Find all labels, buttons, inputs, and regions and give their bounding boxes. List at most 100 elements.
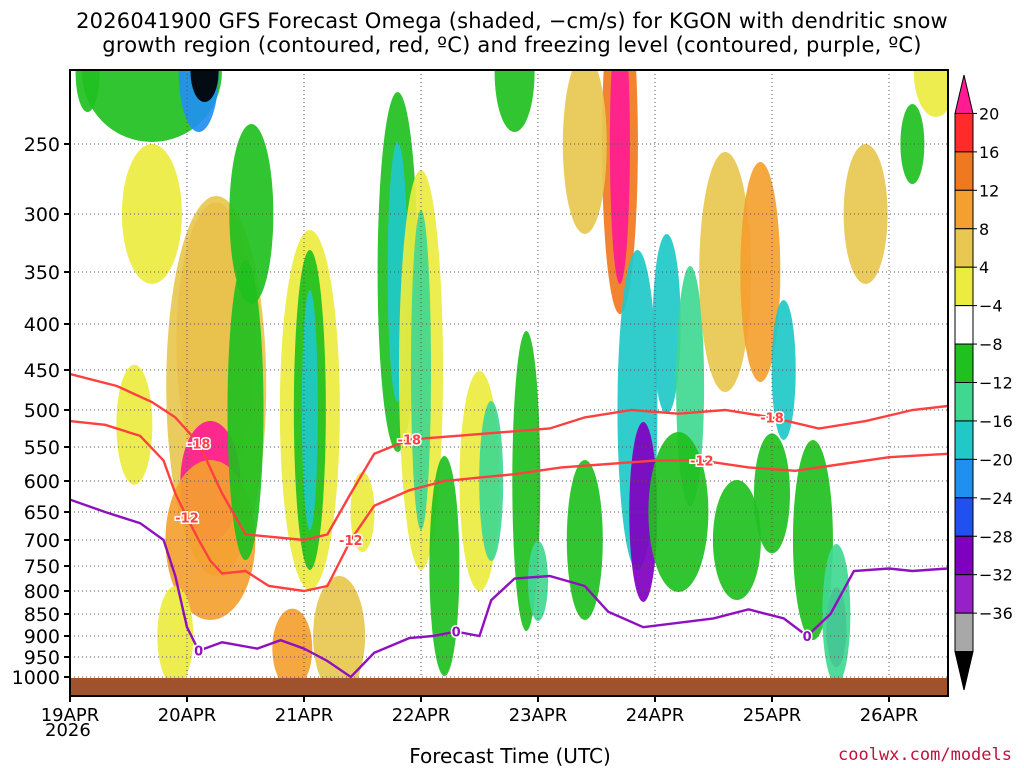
omega-blob (913, 70, 948, 117)
omega-blob (754, 433, 790, 554)
colorbar-label: −28 (979, 527, 1013, 546)
contour-label: 0 (194, 645, 203, 660)
y-tick-label: 250 (24, 134, 60, 156)
chart-title-line2: growth region (contoured, red, ºC) and f… (102, 33, 922, 57)
colorbar-swatch (954, 458, 974, 499)
colorbar-label: −36 (979, 604, 1013, 623)
omega-blob (229, 124, 274, 304)
year-label: 2026 (45, 720, 91, 741)
colorbar-label: 8 (979, 220, 989, 239)
y-tick-label: 900 (24, 626, 60, 648)
colorbar-swatch (954, 151, 974, 191)
omega-blob (822, 544, 851, 684)
colorbar-swatch (954, 305, 974, 345)
omega-blob (227, 260, 264, 560)
y-axis: 2503003504004505005506006507007508008509… (12, 134, 70, 689)
colorbar-label: −4 (979, 297, 1003, 316)
y-tick-label: 600 (24, 471, 60, 493)
omega-blob (272, 608, 313, 689)
contour-lines: -18 -18 -18 -12 -12 -12 0 0 0 (70, 372, 948, 679)
omega-blob (566, 460, 603, 620)
colorbar-label: −24 (979, 489, 1013, 508)
colorbar: 20 16 12 8 4 −4 −8 −12 −16 −20 −24 −28 −32 −36 (954, 74, 1013, 691)
colorbar-label: 12 (979, 181, 999, 200)
colorbar-label: −8 (979, 335, 1003, 354)
freezing-level-0-contour (70, 498, 948, 679)
omega-blob (190, 70, 219, 102)
x-tick-label: 25APR (743, 705, 802, 726)
omega-blob (712, 480, 761, 600)
colorbar-label: 4 (979, 258, 989, 277)
contour-label: -12 (339, 534, 363, 549)
omega-blob (313, 576, 366, 696)
omega-blob (699, 152, 752, 392)
y-tick-label: 350 (24, 262, 60, 284)
colorbar-label: 16 (979, 143, 999, 162)
colorbar-swatch (954, 497, 974, 537)
omega-blob (116, 364, 153, 485)
omega-blob (740, 162, 781, 382)
omega-blob (301, 290, 318, 530)
x-tick-label: 24APR (626, 705, 685, 726)
colorbar-arrow-top (954, 74, 974, 114)
contour-label: -12 (175, 512, 199, 527)
omega-blob (121, 144, 182, 284)
colorbar-swatch (954, 420, 974, 460)
colorbar-arrow-bottom (954, 651, 974, 691)
omega-blob (75, 70, 100, 112)
omega-blob (609, 70, 630, 284)
dendritic-minus18-contour (70, 372, 948, 542)
y-tick-label: 500 (24, 400, 60, 422)
colorbar-swatch (954, 112, 974, 153)
y-tick-label: 450 (24, 360, 60, 382)
y-tick-label: 300 (24, 204, 60, 226)
x-tick-label: 21APR (275, 705, 334, 726)
credit-link[interactable]: coolwx.com/models (838, 745, 1012, 765)
omega-blob (843, 144, 888, 284)
contour-label: 0 (452, 626, 461, 641)
x-tick-label: 23APR (509, 705, 568, 726)
colorbar-label: −12 (979, 374, 1013, 393)
omega-blob (494, 70, 535, 132)
dendritic-minus12-contour (70, 419, 948, 593)
y-tick-label: 1000 (12, 667, 60, 689)
y-tick-label: 400 (24, 314, 60, 336)
colorbar-swatch (954, 382, 974, 422)
x-tick-label: 20APR (158, 705, 217, 726)
contour-label: -18 (760, 411, 784, 426)
colorbar-label: 20 (979, 104, 999, 123)
x-axis: 19APR 20APR 21APR 22APR 23APR 24APR 25APR 26APR (41, 696, 919, 726)
x-tick-label: 26APR (860, 705, 919, 726)
x-axis-title: Forecast Time (UTC) (409, 744, 611, 768)
colorbar-label: −20 (979, 450, 1013, 469)
y-tick-label: 650 (24, 502, 60, 524)
omega-blob (629, 422, 658, 602)
omega-blob (479, 401, 504, 561)
omega-blob (562, 70, 607, 234)
omega-blob (792, 440, 833, 640)
colorbar-swatch (954, 189, 974, 230)
colorbar-swatch (954, 535, 974, 576)
colorbar-swatch (954, 612, 974, 653)
y-tick-label: 850 (24, 604, 60, 626)
colorbar-swatch (954, 343, 974, 383)
contour-label: -18 (187, 437, 211, 452)
colorbar-label: −16 (979, 412, 1013, 431)
colorbar-swatch (954, 574, 974, 614)
y-tick-label: 950 (24, 647, 60, 669)
colorbar-swatch (954, 228, 974, 268)
ground-band (70, 678, 948, 696)
plot-frame (69, 69, 949, 697)
contour-label: -12 (690, 455, 714, 470)
y-tick-label: 800 (24, 581, 60, 603)
contour-label: 0 (803, 630, 812, 645)
chart-title-line1: 2026041900 GFS Forecast Omega (shaded, −… (76, 9, 948, 33)
omega-blob (900, 104, 925, 184)
omega-blob (771, 300, 796, 440)
x-tick-label: 22APR (392, 705, 451, 726)
y-tick-label: 550 (24, 437, 60, 459)
omega-blob (528, 541, 548, 621)
omega-shading (75, 70, 948, 696)
y-tick-label: 700 (24, 530, 60, 552)
colorbar-label: −32 (979, 566, 1013, 585)
